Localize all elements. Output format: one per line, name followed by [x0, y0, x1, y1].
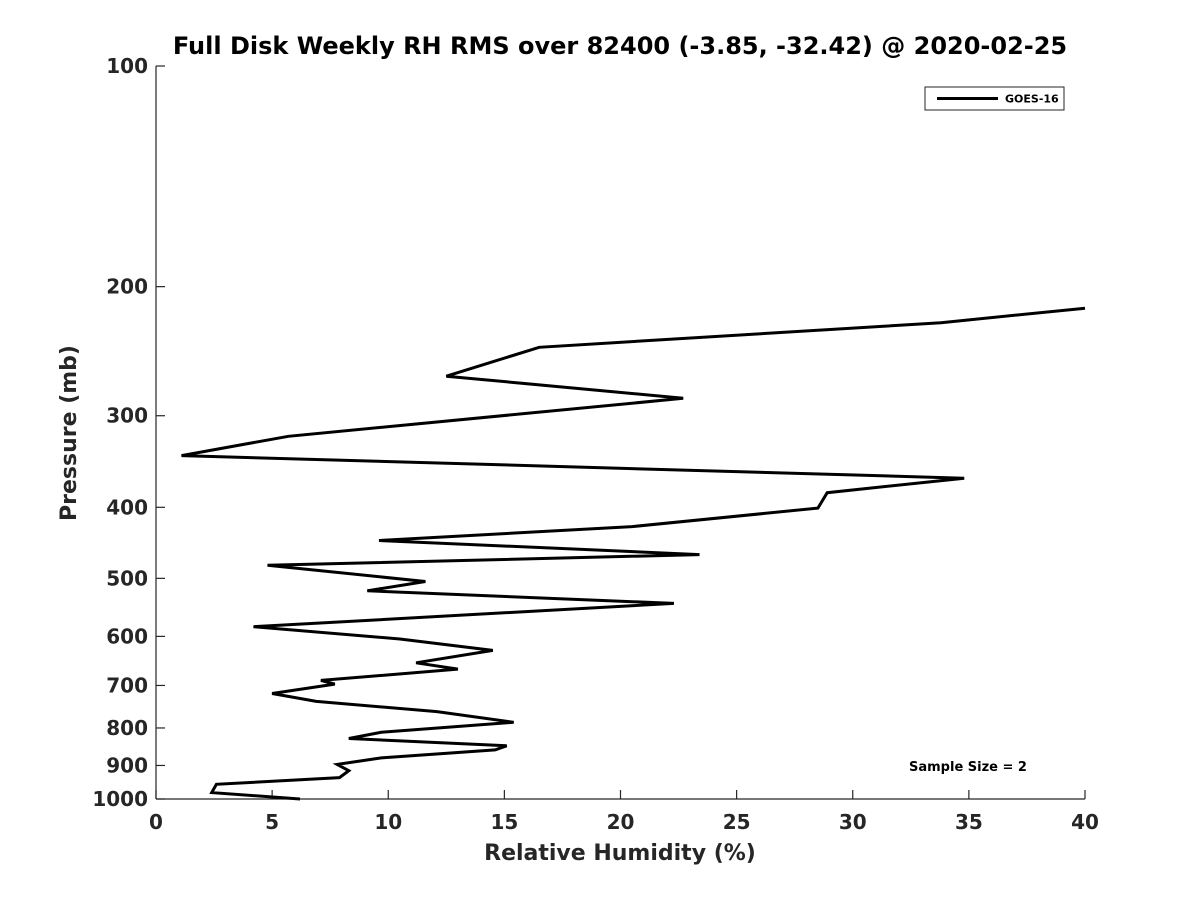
y-tick-label: 600 [106, 624, 148, 648]
y-tick-label: 700 [106, 673, 148, 697]
legend: GOES-16 [924, 86, 1065, 111]
y-tick-label: 800 [106, 716, 148, 740]
y-tick-label: 100 [106, 54, 148, 78]
legend-label-goes16: GOES-16 [1005, 93, 1059, 106]
x-tick-label: 15 [490, 810, 518, 834]
x-tick-label: 40 [1071, 810, 1099, 834]
y-ticks: 100 200 300 400 500 600 700 800 900 1000 [92, 54, 165, 811]
series-line-goes16 [181, 306, 1086, 801]
y-tick-label: 500 [106, 566, 148, 590]
x-tick-label: 0 [149, 810, 163, 834]
sample-size-annotation: Sample Size = 2 [909, 760, 1027, 775]
x-tick-label: 5 [265, 810, 279, 834]
y-tick-label: 400 [106, 495, 148, 519]
y-tick-label: 900 [106, 753, 148, 777]
y-tick-label: 1000 [92, 787, 148, 811]
x-tick-label: 20 [607, 810, 635, 834]
x-ticks: 0 5 10 15 20 25 30 35 40 [149, 790, 1099, 834]
x-tick-label: 30 [839, 810, 867, 834]
y-tick-label: 200 [106, 275, 148, 299]
y-axis-label: Pressure (mb) [57, 345, 82, 521]
x-axis-label: Relative Humidity (%) [484, 841, 756, 866]
y-tick-label: 300 [106, 404, 148, 428]
series-layer [181, 306, 1086, 801]
x-tick-label: 10 [374, 810, 402, 834]
x-tick-label: 25 [723, 810, 751, 834]
x-tick-label: 35 [955, 810, 983, 834]
chart-title: Full Disk Weekly RH RMS over 82400 (-3.8… [173, 32, 1067, 60]
